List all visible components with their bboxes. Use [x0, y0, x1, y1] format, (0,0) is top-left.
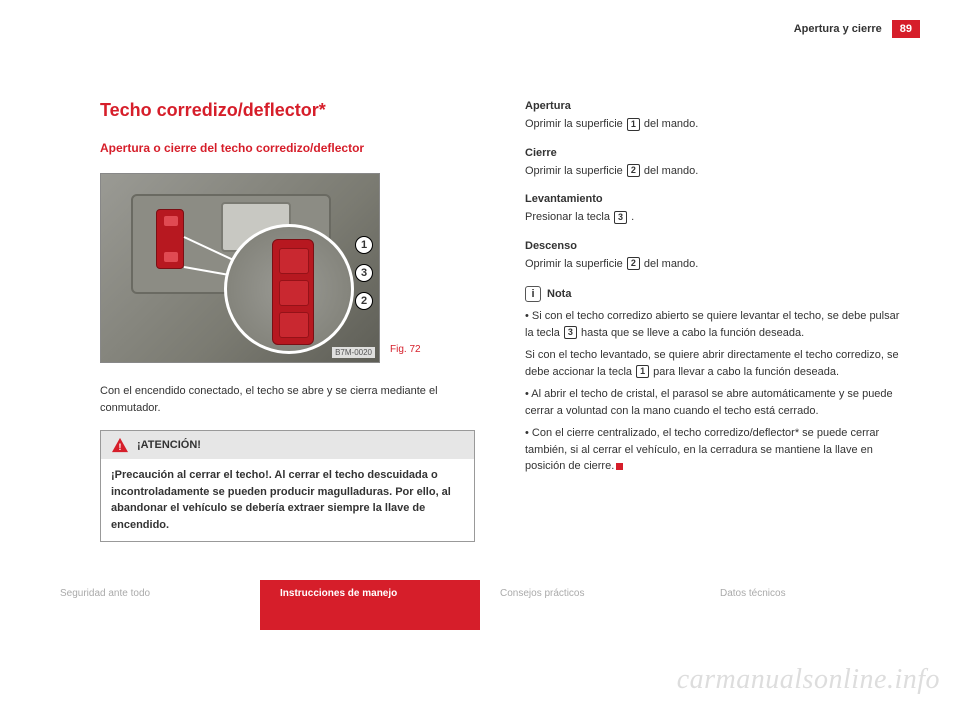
badge-1b: 1 [636, 365, 649, 378]
zoom-button-2 [279, 280, 309, 306]
text-fragment: del mando. [641, 165, 698, 177]
content-area: Techo corredizo/deflector* Apertura o ci… [100, 100, 900, 542]
info-icon: i [525, 286, 541, 302]
text-fragment: . [628, 211, 634, 223]
callout-3: 3 [355, 264, 373, 282]
text-fragment: Oprimir la superficie [525, 165, 626, 177]
warning-header: ! ¡ATENCIÓN! [101, 431, 474, 459]
badge-3b: 3 [564, 326, 577, 339]
end-square-icon [616, 463, 623, 470]
cierre-heading: Cierre [525, 147, 900, 159]
footer-tab-seguridad[interactable]: Seguridad ante todo [40, 580, 260, 630]
text-fragment: • Con el cierre centralizado, el techo c… [525, 427, 879, 472]
footer-tab-consejos[interactable]: Consejos prácticos [480, 580, 700, 630]
page-number-badge: 89 [892, 20, 920, 38]
main-heading: Techo corredizo/deflector* [100, 100, 475, 121]
text-fragment: del mando. [641, 258, 698, 270]
footer-tab-datos[interactable]: Datos técnicos [700, 580, 920, 630]
cierre-text: Oprimir la superficie 2 del mando. [525, 163, 900, 180]
apertura-text: Oprimir la superficie 1 del mando. [525, 116, 900, 133]
right-column: Apertura Oprimir la superficie 1 del man… [525, 100, 900, 542]
text-fragment: Oprimir la superficie [525, 118, 626, 130]
sunroof-figure: 1 3 2 B7M-0020 [100, 173, 380, 363]
badge-3: 3 [614, 211, 627, 224]
levant-text: Presionar la tecla 3 . [525, 209, 900, 226]
descenso-text: Oprimir la superficie 2 del mando. [525, 256, 900, 273]
badge-1: 1 [627, 118, 640, 131]
left-column: Techo corredizo/deflector* Apertura o ci… [100, 100, 475, 542]
warning-box: ! ¡ATENCIÓN! ¡Precaución al cerrar el te… [100, 430, 475, 542]
svg-text:!: ! [119, 442, 122, 452]
text-fragment: Oprimir la superficie [525, 258, 626, 270]
warning-triangle-icon: ! [111, 437, 129, 453]
zoom-button-3 [279, 312, 309, 338]
badge-2b: 2 [627, 257, 640, 270]
callout-2: 2 [355, 292, 373, 310]
figure-caption: Fig. 72 [390, 344, 421, 355]
text-fragment: del mando. [641, 118, 698, 130]
intro-text: Con el encendido conectado, el techo se … [100, 383, 475, 416]
nota-item-3: • Al abrir el techo de cristal, el paras… [525, 386, 900, 419]
nota-label: Nota [547, 288, 571, 300]
switch-small-graphic [156, 209, 184, 269]
nota-heading: i Nota [525, 286, 900, 302]
apertura-heading: Apertura [525, 100, 900, 112]
sub-heading: Apertura o cierre del techo corredizo/de… [100, 141, 475, 155]
section-label: Apertura y cierre [794, 23, 882, 35]
callout-1: 1 [355, 236, 373, 254]
watermark: carmanualsonline.info [677, 664, 940, 696]
nota-item-2: Si con el techo levantado, se quiere abr… [525, 347, 900, 380]
zoom-switch-graphic [272, 239, 314, 345]
zoom-circle [224, 224, 354, 354]
figure-code: B7M-0020 [332, 347, 375, 358]
badge-2: 2 [627, 164, 640, 177]
text-fragment: Presionar la tecla [525, 211, 613, 223]
zoom-button-1 [279, 248, 309, 274]
header-bar: Apertura y cierre 89 [794, 20, 920, 38]
text-fragment: hasta que se lleve a cabo la función des… [578, 327, 804, 339]
warning-title: ¡ATENCIÓN! [137, 439, 201, 451]
figure-row: 1 3 2 B7M-0020 Fig. 72 [100, 173, 475, 363]
text-fragment: para llevar a cabo la función deseada. [650, 366, 839, 378]
levant-heading: Levantamiento [525, 193, 900, 205]
footer-tab-instrucciones[interactable]: Instrucciones de manejo [260, 580, 480, 630]
nota-item-1: • Si con el techo corredizo abierto se q… [525, 308, 900, 341]
warning-body: ¡Precaución al cerrar el techo!. Al cerr… [101, 459, 474, 541]
footer-nav: Seguridad ante todo Instrucciones de man… [40, 580, 920, 630]
nota-item-4: • Con el cierre centralizado, el techo c… [525, 425, 900, 475]
descenso-heading: Descenso [525, 240, 900, 252]
